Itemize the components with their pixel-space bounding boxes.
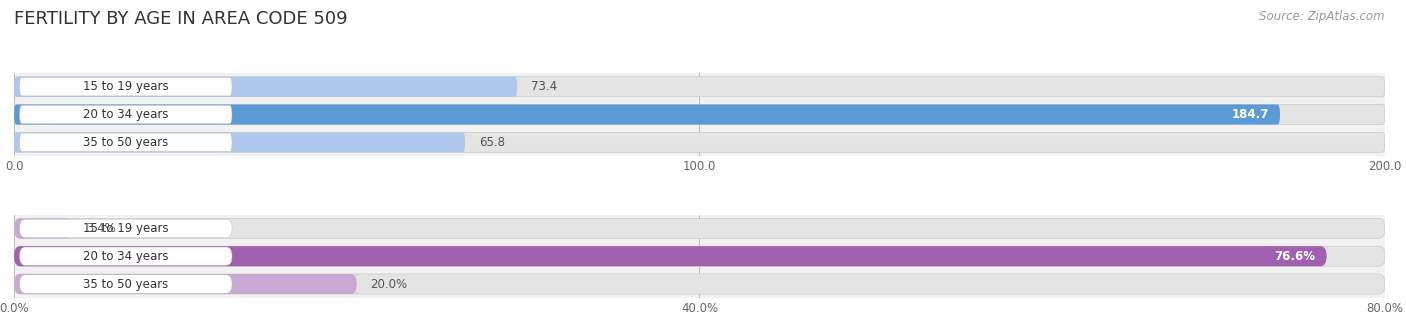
FancyBboxPatch shape	[20, 247, 232, 265]
Text: 3.4%: 3.4%	[86, 222, 115, 235]
Text: 15 to 19 years: 15 to 19 years	[83, 222, 169, 235]
Text: 35 to 50 years: 35 to 50 years	[83, 277, 169, 291]
FancyBboxPatch shape	[14, 105, 1279, 124]
FancyBboxPatch shape	[14, 274, 1385, 294]
FancyBboxPatch shape	[14, 105, 1385, 124]
FancyBboxPatch shape	[14, 218, 1385, 238]
FancyBboxPatch shape	[14, 218, 72, 238]
FancyBboxPatch shape	[14, 132, 465, 152]
Text: 15 to 19 years: 15 to 19 years	[83, 80, 169, 93]
FancyBboxPatch shape	[20, 275, 232, 293]
FancyBboxPatch shape	[14, 77, 517, 97]
FancyBboxPatch shape	[20, 77, 232, 96]
Text: FERTILITY BY AGE IN AREA CODE 509: FERTILITY BY AGE IN AREA CODE 509	[14, 10, 347, 28]
FancyBboxPatch shape	[14, 77, 1385, 97]
Text: 184.7: 184.7	[1232, 108, 1270, 121]
Text: 20.0%: 20.0%	[371, 277, 408, 291]
FancyBboxPatch shape	[14, 274, 357, 294]
Text: 65.8: 65.8	[479, 136, 505, 149]
FancyBboxPatch shape	[14, 246, 1327, 266]
Text: 35 to 50 years: 35 to 50 years	[83, 136, 169, 149]
FancyBboxPatch shape	[20, 133, 232, 152]
Text: 76.6%: 76.6%	[1275, 250, 1316, 263]
Text: 73.4: 73.4	[531, 80, 557, 93]
FancyBboxPatch shape	[20, 105, 232, 124]
FancyBboxPatch shape	[14, 132, 1385, 152]
Text: 20 to 34 years: 20 to 34 years	[83, 250, 169, 263]
Text: 20 to 34 years: 20 to 34 years	[83, 108, 169, 121]
FancyBboxPatch shape	[20, 219, 232, 238]
FancyBboxPatch shape	[14, 246, 1385, 266]
Text: Source: ZipAtlas.com: Source: ZipAtlas.com	[1260, 10, 1385, 23]
